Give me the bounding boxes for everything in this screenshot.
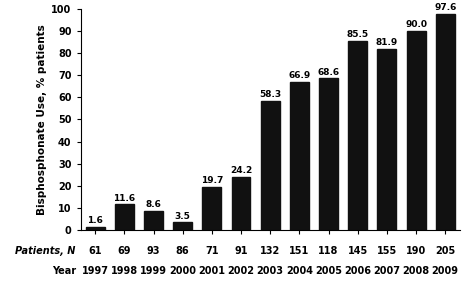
Text: 1.6: 1.6	[87, 216, 103, 225]
Text: 190: 190	[406, 246, 426, 256]
Bar	[202, 186, 221, 230]
Text: 2008: 2008	[402, 266, 429, 276]
Text: 93: 93	[147, 246, 160, 256]
Bar	[144, 211, 163, 230]
Text: 132: 132	[260, 246, 280, 256]
Bar	[290, 82, 309, 230]
Bar	[173, 222, 192, 230]
Text: 8.6: 8.6	[146, 200, 162, 209]
Text: 97.6: 97.6	[434, 3, 456, 12]
Text: Year: Year	[52, 266, 76, 276]
Text: 81.9: 81.9	[376, 38, 398, 47]
Text: 2009: 2009	[432, 266, 459, 276]
Text: 85.5: 85.5	[346, 30, 369, 39]
Text: 90.0: 90.0	[405, 20, 427, 29]
Text: 1997: 1997	[82, 266, 109, 276]
Text: 68.6: 68.6	[318, 68, 339, 77]
Text: 145: 145	[347, 246, 368, 256]
Text: 2002: 2002	[228, 266, 255, 276]
Text: 91: 91	[234, 246, 248, 256]
Text: 2004: 2004	[286, 266, 313, 276]
Text: 2006: 2006	[344, 266, 371, 276]
Text: 19.7: 19.7	[201, 176, 223, 185]
Text: 24.2: 24.2	[230, 166, 252, 175]
Bar	[261, 101, 280, 230]
Text: 151: 151	[289, 246, 310, 256]
Text: 2005: 2005	[315, 266, 342, 276]
Bar	[377, 49, 396, 230]
Text: 66.9: 66.9	[288, 71, 310, 80]
Bar	[115, 204, 134, 230]
Bar	[407, 31, 426, 230]
Text: 118: 118	[319, 246, 339, 256]
Bar	[319, 78, 338, 230]
Text: 11.6: 11.6	[113, 194, 136, 203]
Text: 1999: 1999	[140, 266, 167, 276]
Text: 69: 69	[118, 246, 131, 256]
Text: 205: 205	[435, 246, 456, 256]
Text: 71: 71	[205, 246, 219, 256]
Text: 61: 61	[89, 246, 102, 256]
Bar	[436, 14, 455, 230]
Text: 2001: 2001	[198, 266, 225, 276]
Text: 2000: 2000	[169, 266, 196, 276]
Bar	[86, 227, 105, 230]
Text: 58.3: 58.3	[259, 90, 281, 99]
Text: 155: 155	[377, 246, 397, 256]
Text: 86: 86	[176, 246, 190, 256]
Bar	[231, 176, 250, 230]
Text: 2007: 2007	[374, 266, 401, 276]
Text: 3.5: 3.5	[175, 212, 191, 221]
Y-axis label: Bisphosphonate Use, % patients: Bisphosphonate Use, % patients	[37, 24, 47, 215]
Text: 2003: 2003	[257, 266, 283, 276]
Text: Patients, N: Patients, N	[16, 246, 76, 256]
Text: 1998: 1998	[111, 266, 138, 276]
Bar	[348, 41, 367, 230]
